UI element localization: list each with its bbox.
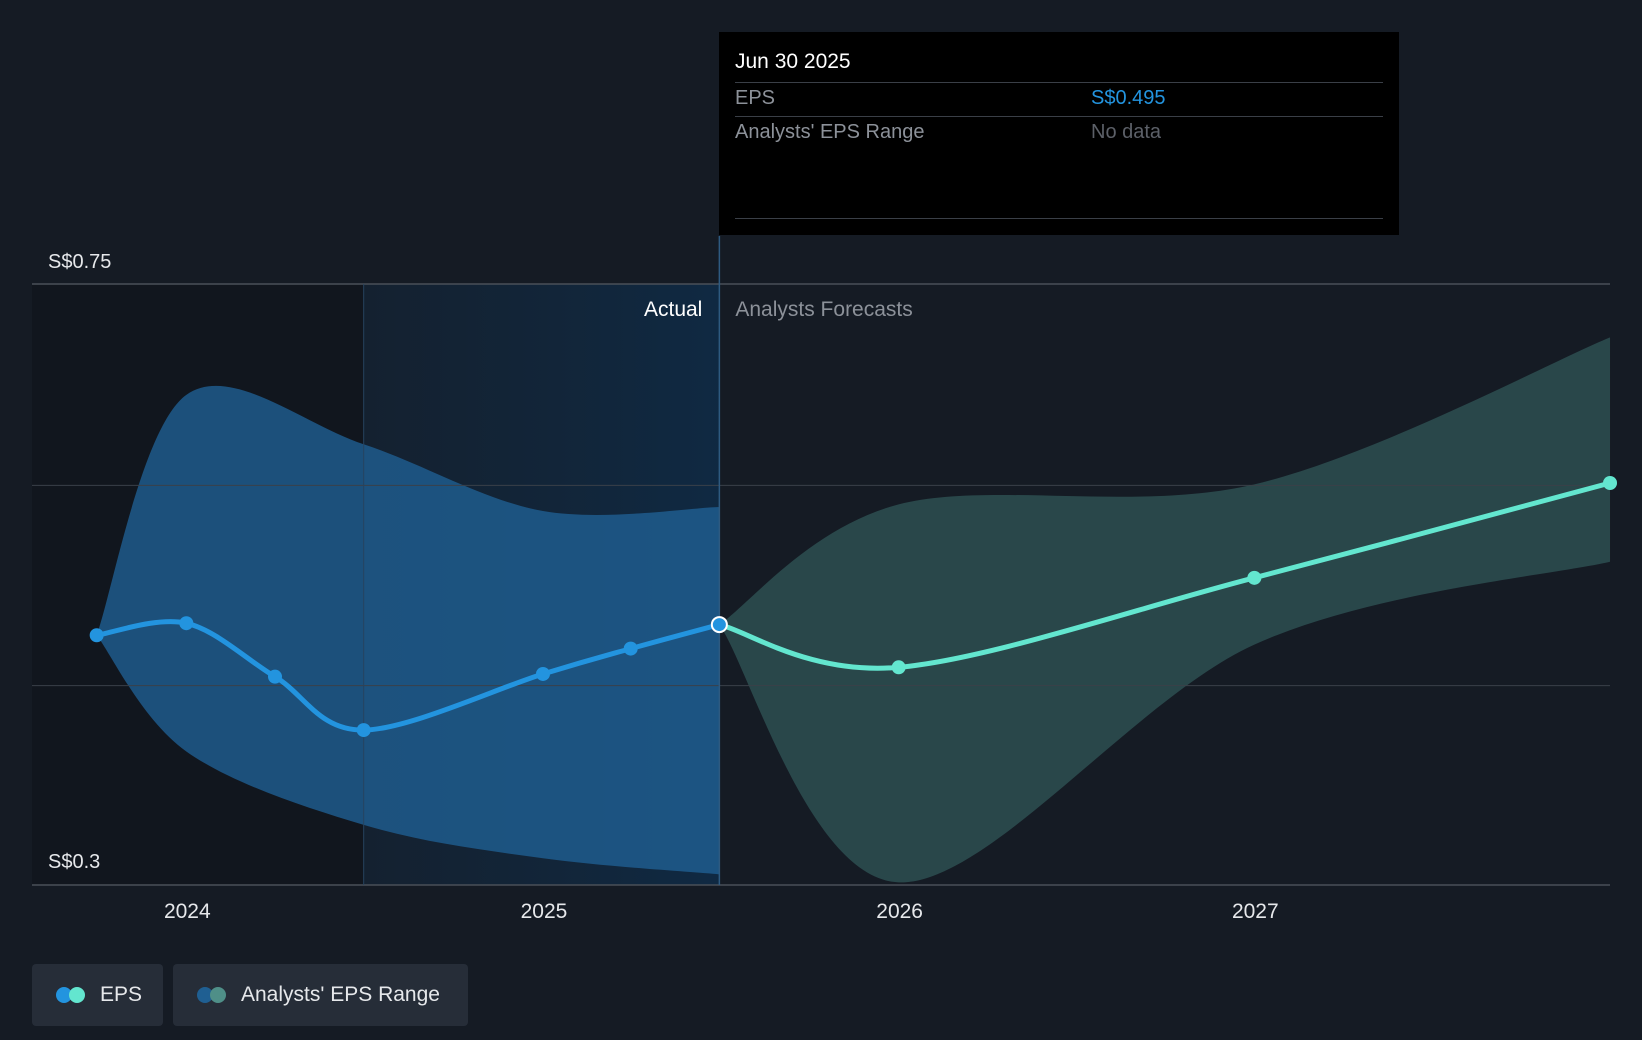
- tooltip-date: Jun 30 2025: [735, 50, 851, 73]
- tooltip: Jun 30 2025 EPS S$0.495 Analysts' EPS Ra…: [719, 32, 1399, 235]
- tooltip-range-value: No data: [1091, 121, 1162, 143]
- eps-actual-point: [179, 616, 194, 631]
- eps-actual-point: [623, 641, 638, 656]
- forecast-region-label: Analysts Forecasts: [735, 298, 912, 321]
- eps-actual-point: [535, 666, 550, 681]
- legend-item-eps[interactable]: EPS: [32, 964, 163, 1026]
- tooltip-range-label: Analysts' EPS Range: [735, 121, 925, 143]
- actual-region-label: Actual: [644, 298, 702, 321]
- eps-range-forecast-area: [719, 337, 1611, 883]
- y-tick-label: S$0.75: [48, 251, 111, 273]
- x-tick-label: 2027: [1232, 900, 1279, 923]
- eps-range-actual-area: [96, 385, 720, 875]
- eps-actual-point: [356, 723, 371, 738]
- eps-forecast-dot: [69, 987, 85, 1003]
- legend-item-eps-range[interactable]: Analysts' EPS Range: [173, 964, 468, 1026]
- tooltip-divider: [735, 82, 1383, 83]
- eps-forecast-point: [891, 660, 906, 675]
- tooltip-eps-value: S$0.495: [1091, 87, 1166, 109]
- tooltip-eps-label: EPS: [735, 87, 776, 109]
- range-legend-icon: [197, 987, 227, 1003]
- x-tick-label: 2024: [164, 900, 211, 923]
- eps-selected-point: [710, 616, 728, 634]
- eps-forecast-point: [1603, 475, 1618, 490]
- eps-actual-dot: [56, 987, 72, 1003]
- x-tick-label: 2025: [521, 900, 568, 923]
- tooltip-divider: [735, 116, 1383, 117]
- x-tick-label: 2026: [876, 900, 923, 923]
- y-tick-label: S$0.3: [48, 851, 100, 873]
- range-forecast-dot: [210, 987, 226, 1003]
- eps-actual-point: [89, 628, 104, 643]
- eps-forecast-point: [1247, 570, 1262, 585]
- eps-legend-icon: [56, 987, 86, 1003]
- eps-actual-point: [268, 669, 283, 684]
- range-actual-dot: [197, 987, 213, 1003]
- legend-label: EPS: [100, 983, 143, 1006]
- eps-forecast-line: [716, 480, 1613, 671]
- legend-label: Analysts' EPS Range: [241, 983, 440, 1006]
- tooltip-divider: [735, 218, 1383, 219]
